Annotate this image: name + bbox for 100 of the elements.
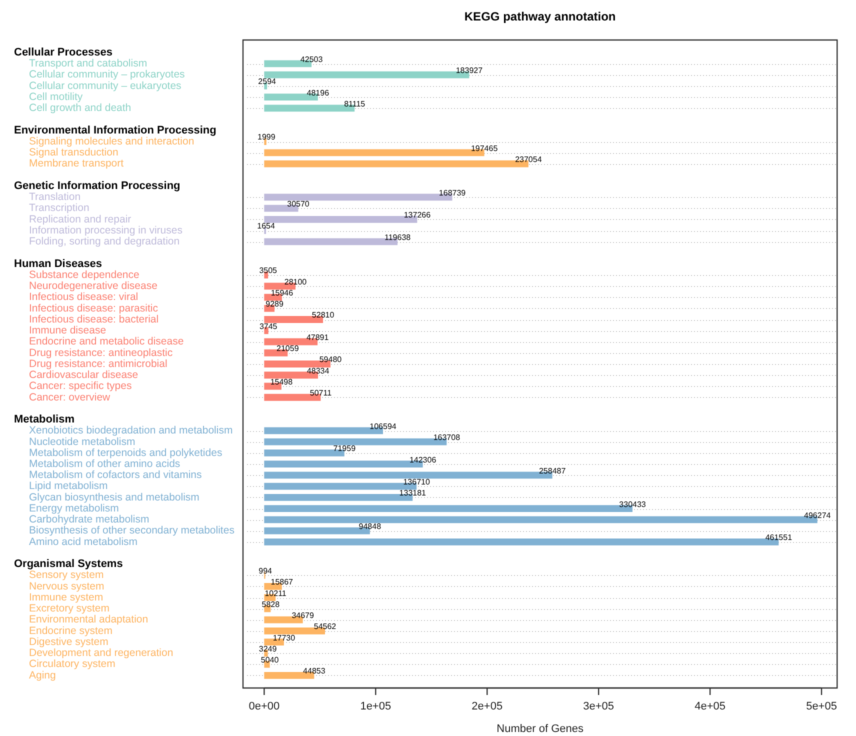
data-label: 3505 <box>259 266 278 276</box>
y-tick-label: Amino acid metabolism <box>29 536 138 548</box>
y-tick-label: Excretory system <box>29 602 110 615</box>
data-label: 94848 <box>358 522 382 532</box>
data-label: 5828 <box>262 600 280 609</box>
data-label: 48334 <box>306 366 330 376</box>
y-tick-label: Glycan biosynthesis and metabolism <box>29 491 200 504</box>
data-label: 197465 <box>470 144 498 153</box>
text: Organismal Systems <box>14 558 123 570</box>
bar <box>264 360 330 368</box>
bar <box>264 450 344 456</box>
data-label: 1654 <box>257 222 276 231</box>
text: Human Diseases <box>14 258 102 270</box>
data-label: 71959 <box>333 444 356 454</box>
data-label: 30570 <box>287 199 310 208</box>
data-label: 48196 <box>306 88 330 98</box>
data-label: 994 <box>258 566 273 576</box>
y-tick-label: Drug resistance: antimicrobial <box>29 358 168 370</box>
y-tick-label: Cancer: specific types <box>29 380 132 392</box>
y-tick-label: Signaling molecules and interaction <box>29 135 194 148</box>
y-tick-label: Infectious disease: viral <box>29 291 138 304</box>
y-tick-label: Information processing in viruses <box>29 224 182 236</box>
data-label: 3745 <box>259 322 278 331</box>
data-label: 137266 <box>404 210 432 220</box>
y-tick-label: Sensory system <box>29 569 104 582</box>
y-tick-label: Endocrine system <box>29 624 113 637</box>
y-tick-label: Cellular community – eukaryotes <box>29 80 182 92</box>
y-tick-label: Carbohydrate metabolism <box>29 514 150 526</box>
data-label: 59480 <box>319 355 342 364</box>
data-label: 136710 <box>403 478 430 487</box>
data-label: 258487 <box>538 466 566 476</box>
y-tick-label: Translation <box>29 191 81 204</box>
data-label: 330433 <box>619 500 646 509</box>
y-tick-label: Infectious disease: parasitic <box>29 302 158 314</box>
y-tick-label: Cancer: overview <box>29 391 111 404</box>
y-tick-label: Transport and catabolism <box>29 58 148 70</box>
bar <box>264 628 325 634</box>
bar <box>264 494 413 501</box>
y-tick-label: Substance dependence <box>29 268 140 281</box>
y-tick-label: Cell motility <box>29 90 84 103</box>
y-tick-label: Cardiovascular disease <box>29 369 138 382</box>
data-label: 47891 <box>306 332 330 342</box>
x-tick-label: 2e+05 <box>472 700 503 713</box>
data-label: 106594 <box>370 422 397 431</box>
y-tick-label: Drug resistance: antineoplastic <box>29 346 173 359</box>
x-tick-label: 3e+05 <box>583 700 614 713</box>
y-tick-label: Nervous system <box>29 580 105 592</box>
data-label: 9289 <box>266 300 284 309</box>
data-label: 15946 <box>270 288 294 298</box>
y-tick-label: Membrane transport <box>29 158 124 170</box>
data-label: 42503 <box>300 54 324 64</box>
data-label: 142306 <box>409 455 437 464</box>
data-label: 168739 <box>438 188 466 198</box>
y-tick-label: Nucleotide metabolism <box>29 436 136 448</box>
data-label: 461551 <box>765 533 793 542</box>
bar <box>264 538 779 546</box>
data-label: 163708 <box>433 433 461 442</box>
x-tick-label: 5e+05 <box>806 700 837 713</box>
data-label: 3249 <box>258 644 278 654</box>
data-label: 15498 <box>270 377 294 386</box>
y-tick-label: Energy metabolism <box>29 502 120 514</box>
x-tick-label: 4e+05 <box>694 700 726 713</box>
data-label: 10211 <box>264 588 287 598</box>
y-tick-label: Lipid metabolism <box>29 480 108 492</box>
data-label: 119638 <box>384 232 412 242</box>
data-label: 21059 <box>276 344 300 354</box>
bar <box>264 316 324 323</box>
data-label: 496274 <box>804 510 832 520</box>
text: Genetic Information Processing <box>14 180 180 192</box>
data-label: 1999 <box>258 132 276 142</box>
y-tick-label: Aging <box>29 669 56 682</box>
chart-title: KEGG pathway annotation <box>464 9 616 24</box>
y-tick-label: Biosynthesis of other secondary metabolites <box>29 524 234 537</box>
y-tick-label: Circulatory system <box>29 658 116 670</box>
y-tick-label: Folding, sorting and degradation <box>29 236 180 248</box>
y-tick-label: Signal transduction <box>29 146 118 159</box>
data-label: 50711 <box>310 388 332 398</box>
y-tick-label: Infectious disease: bacterial <box>29 313 159 326</box>
data-label: 28100 <box>284 277 308 286</box>
data-label: 183927 <box>456 66 484 76</box>
y-tick-label: Development and regeneration <box>29 647 174 660</box>
data-label: 34679 <box>292 611 315 620</box>
data-label: 15867 <box>270 578 294 587</box>
x-axis-title: Number of Genes <box>496 723 584 736</box>
y-tick-label: Neurodegenerative disease <box>29 280 158 292</box>
data-label: 54562 <box>314 622 337 632</box>
data-label: 133181 <box>399 488 427 498</box>
data-label: 52810 <box>312 310 335 320</box>
y-tick-label: Xenobiotics biodegradation and metabolism <box>29 424 233 437</box>
x-tick-label: 0e+00 <box>248 700 280 713</box>
bar <box>264 583 282 590</box>
y-tick-label: Digestive system <box>29 636 109 648</box>
y-tick-label: Endocrine and metabolic disease <box>29 336 184 348</box>
text: Environmental Information Processing <box>14 124 216 136</box>
data-label: 81115 <box>344 99 366 108</box>
data-label: 2594 <box>258 77 277 86</box>
data-label: 5040 <box>260 656 280 665</box>
y-tick-label: Environmental adaptation <box>29 614 148 626</box>
y-tick-label: Immune disease <box>29 324 106 337</box>
data-label: 44853 <box>303 666 326 676</box>
